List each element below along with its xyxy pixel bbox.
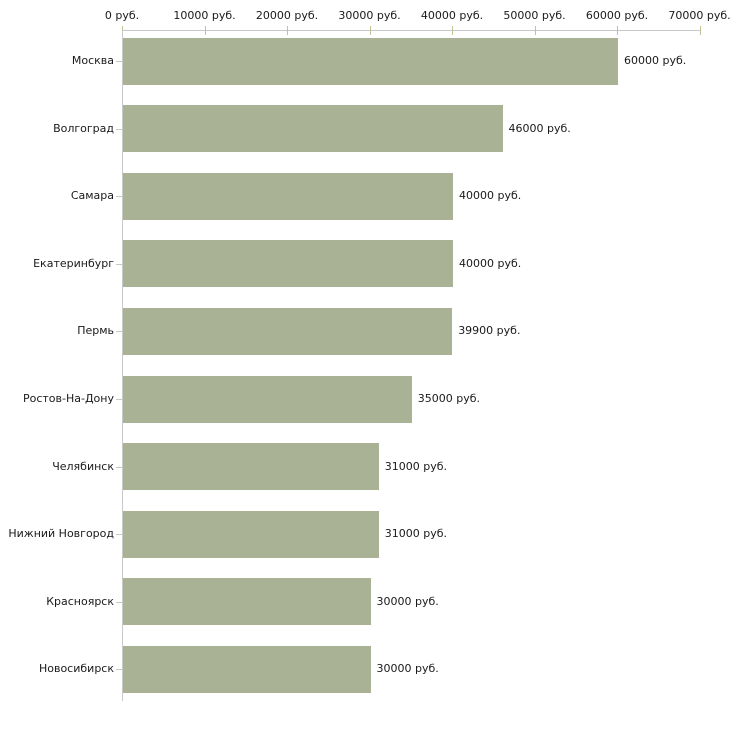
y-axis-line bbox=[122, 30, 123, 701]
x-axis-tick-label: 60000 руб. bbox=[585, 9, 649, 22]
category-tick bbox=[116, 263, 122, 265]
bar-4 bbox=[123, 307, 453, 355]
x-axis-tick bbox=[204, 26, 206, 35]
bar-5 bbox=[123, 375, 412, 423]
category-label: Нижний Новгород bbox=[8, 527, 114, 541]
x-axis-tick bbox=[534, 26, 536, 35]
value-label: 40000 руб. bbox=[459, 189, 522, 203]
x-axis-tick-label: 20000 руб. bbox=[255, 9, 319, 22]
category-tick bbox=[116, 466, 122, 468]
x-axis-tick-label: 30000 руб. bbox=[338, 9, 401, 22]
bar-8 bbox=[123, 578, 371, 626]
value-label: 40000 руб. bbox=[459, 256, 522, 270]
x-axis-tick bbox=[699, 26, 701, 35]
category-tick bbox=[116, 601, 122, 603]
bar-3 bbox=[123, 240, 453, 288]
x-axis-tick-label: 50000 руб. bbox=[503, 9, 566, 22]
bar-2 bbox=[123, 172, 453, 220]
category-label: Пермь bbox=[77, 324, 114, 338]
bar-1 bbox=[123, 105, 503, 153]
category-tick bbox=[116, 196, 122, 198]
category-label: Ростов-На-Дону bbox=[22, 392, 114, 405]
category-label: Новосибирск bbox=[38, 662, 114, 676]
category-label: Волгоград bbox=[53, 121, 114, 135]
value-label: 60000 руб. bbox=[624, 54, 687, 67]
x-axis-tick bbox=[617, 26, 618, 35]
bar-0 bbox=[123, 37, 618, 85]
category-tick bbox=[116, 534, 122, 536]
x-axis-tick bbox=[452, 26, 453, 35]
category-label: Екатеринбург bbox=[33, 256, 114, 270]
category-label: Самара bbox=[70, 189, 114, 203]
value-label: 30000 руб. bbox=[376, 662, 439, 676]
category-tick bbox=[116, 669, 122, 671]
value-label: 31000 руб. bbox=[384, 527, 448, 541]
x-axis-tick-label: 40000 руб. bbox=[420, 9, 484, 22]
category-label: Москва bbox=[71, 54, 114, 67]
x-axis-tick bbox=[287, 26, 288, 35]
x-axis-line bbox=[122, 30, 701, 31]
category-tick bbox=[116, 331, 122, 333]
bar-9 bbox=[123, 645, 371, 693]
x-axis-tick-label: 70000 руб. bbox=[668, 9, 730, 22]
category-tick bbox=[116, 399, 122, 400]
category-label: Красноярск bbox=[46, 594, 114, 608]
value-label: 31000 руб. bbox=[384, 459, 448, 473]
value-label: 39900 руб. bbox=[458, 324, 521, 338]
x-axis-tick-label: 0 руб. bbox=[104, 9, 140, 22]
category-label: Челябинск bbox=[52, 459, 114, 473]
x-axis-tick bbox=[369, 26, 371, 35]
bar-7 bbox=[123, 510, 379, 558]
bar-6 bbox=[123, 443, 379, 491]
category-tick bbox=[116, 61, 122, 62]
value-label: 35000 руб. bbox=[417, 392, 481, 405]
category-tick bbox=[116, 128, 122, 130]
x-axis-tick-label: 10000 руб. bbox=[173, 9, 236, 22]
value-label: 46000 руб. bbox=[508, 121, 571, 135]
value-label: 30000 руб. bbox=[376, 594, 439, 608]
